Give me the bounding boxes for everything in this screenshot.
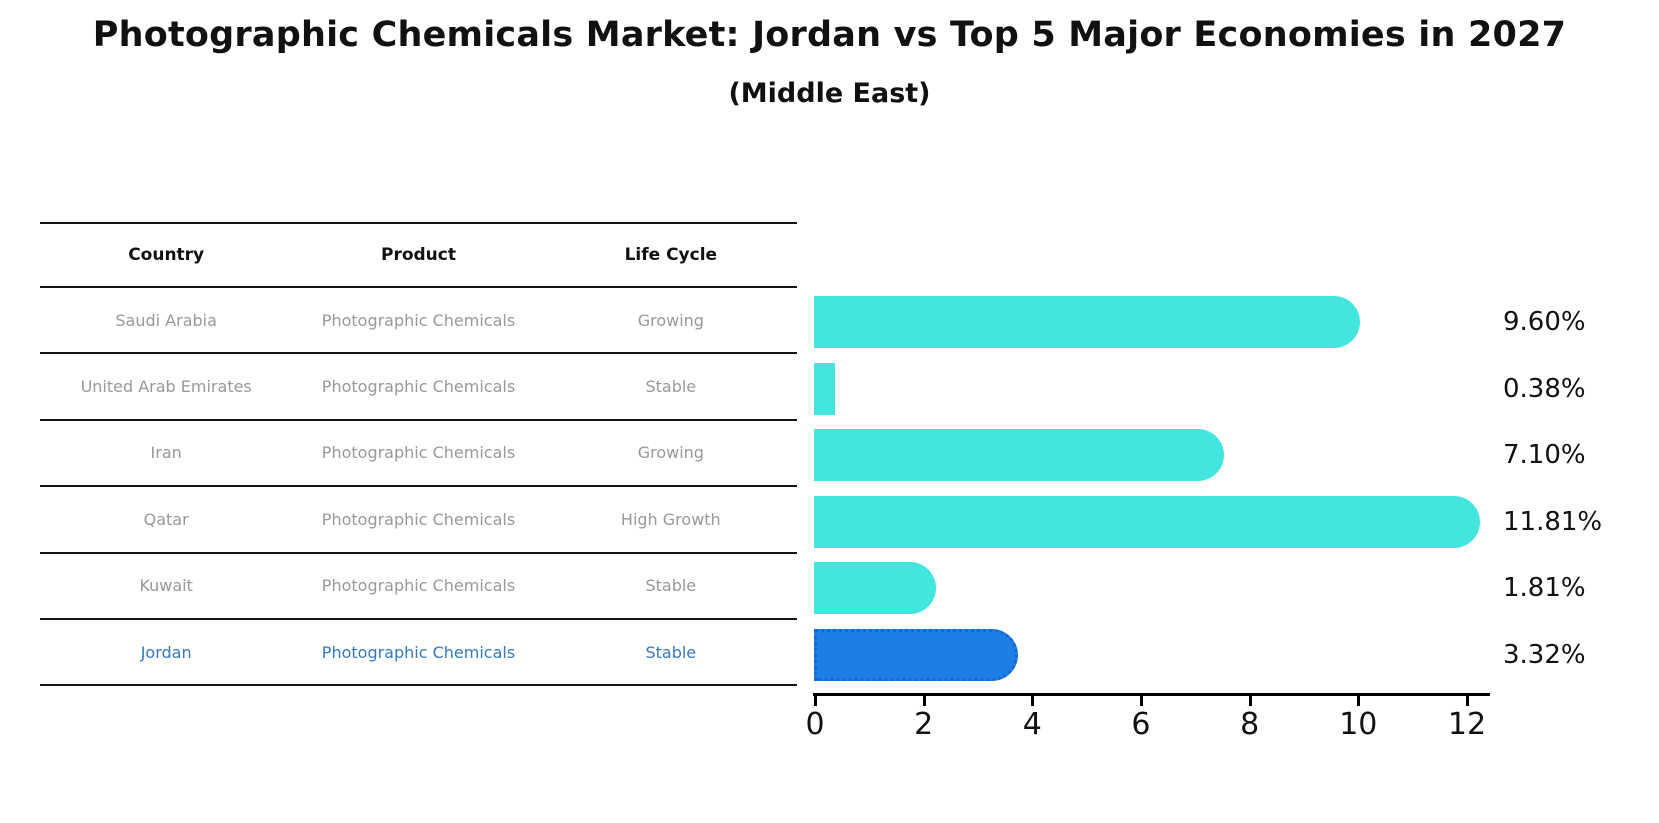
- product-cell: Photographic Chemicals: [321, 509, 516, 529]
- table-row-kuwait: Kuwait Photographic Chemicals Stable: [40, 554, 797, 620]
- country-cell: Iran: [150, 443, 182, 463]
- bar-qatar: [814, 495, 1480, 548]
- country-cell: United Arab Emirates: [80, 377, 252, 397]
- bar-row: [814, 422, 1504, 489]
- value-label-column: 9.60% 0.38% 7.10% 11.81% 1.81% 3.32%: [1503, 289, 1653, 688]
- header-product: Product: [380, 245, 456, 265]
- x-axis-tick-mark: [1139, 696, 1143, 706]
- x-axis-tick-mark: [1357, 696, 1361, 706]
- country-cell: Saudi Arabia: [115, 310, 217, 330]
- product-cell: Photographic Chemicals: [321, 576, 516, 596]
- chart-subtitle: (Middle East): [728, 78, 931, 109]
- table-header-row: Country Product Life Cycle: [40, 222, 797, 288]
- chart-title: Photographic Chemicals Market: Jordan vs…: [92, 15, 1567, 55]
- bar-iran: [814, 429, 1224, 482]
- life-cycle-cell: Stable: [645, 576, 697, 596]
- country-cell: Qatar: [143, 509, 189, 529]
- table-row-qatar: Qatar Photographic Chemicals High Growth: [40, 487, 797, 554]
- x-axis: 0 2 4 6 8 10 12: [805, 693, 1503, 753]
- life-cycle-cell: Stable: [645, 377, 697, 397]
- x-axis-tick-label: 0: [805, 707, 825, 742]
- bar-value-label: 11.81%: [1503, 506, 1603, 537]
- product-cell: Photographic Chemicals: [321, 642, 516, 662]
- x-axis-tick-label: 6: [1131, 707, 1151, 742]
- bar-row: [814, 289, 1504, 356]
- bar-row: [814, 622, 1504, 689]
- x-axis-tick-label: 10: [1339, 707, 1378, 742]
- table-row-united-arab-emirates: United Arab Emirates Photographic Chemic…: [40, 354, 797, 421]
- bar-value-label: 9.60%: [1503, 307, 1586, 338]
- x-axis-tick-label: 4: [1022, 707, 1042, 742]
- bar-value-label: 1.81%: [1503, 573, 1586, 604]
- x-axis-tick-mark: [922, 696, 926, 706]
- bar-plot: [814, 289, 1504, 688]
- product-cell: Photographic Chemicals: [321, 310, 516, 330]
- header-country: Country: [128, 245, 205, 265]
- bar-value-label: 3.32%: [1503, 639, 1586, 670]
- country-cell: Kuwait: [139, 576, 193, 596]
- life-cycle-cell: High Growth: [620, 509, 721, 529]
- product-cell: Photographic Chemicals: [321, 443, 516, 463]
- x-axis-tick-mark: [1465, 696, 1469, 706]
- x-axis-tick-label: 8: [1240, 707, 1260, 742]
- table-row-saudi-arabia: Saudi Arabia Photographic Chemicals Grow…: [40, 288, 797, 355]
- bar-united-arab-emirates: [814, 362, 835, 415]
- bar-value-label: 7.10%: [1503, 440, 1586, 471]
- table-row-jordan: Jordan Photographic Chemicals Stable: [40, 620, 797, 687]
- table-row-iran: Iran Photographic Chemicals Growing: [40, 421, 797, 488]
- bar-kuwait: [814, 562, 937, 615]
- life-cycle-cell: Growing: [637, 443, 704, 463]
- country-table: Country Product Life Cycle Saudi Arabia …: [40, 222, 797, 687]
- x-axis-tick-mark: [1031, 696, 1035, 706]
- x-axis-tick-mark: [1248, 696, 1252, 706]
- bar-row: [814, 489, 1504, 556]
- header-life-cycle: Life Cycle: [624, 245, 718, 265]
- bar-value-label: 0.38%: [1503, 373, 1586, 404]
- x-axis-tick-mark: [814, 696, 817, 706]
- x-axis-line: [813, 693, 1490, 696]
- bar-saudi-arabia: [814, 296, 1360, 349]
- bar-jordan: [814, 628, 1019, 681]
- bar-row: [814, 555, 1504, 622]
- x-axis-tick-label: 12: [1447, 707, 1487, 742]
- life-cycle-cell: Growing: [637, 310, 704, 330]
- life-cycle-cell: Stable: [645, 642, 697, 662]
- x-axis-tick-label: 2: [914, 707, 934, 742]
- bar-row: [814, 356, 1504, 423]
- country-cell: Jordan: [140, 642, 192, 662]
- product-cell: Photographic Chemicals: [321, 377, 516, 397]
